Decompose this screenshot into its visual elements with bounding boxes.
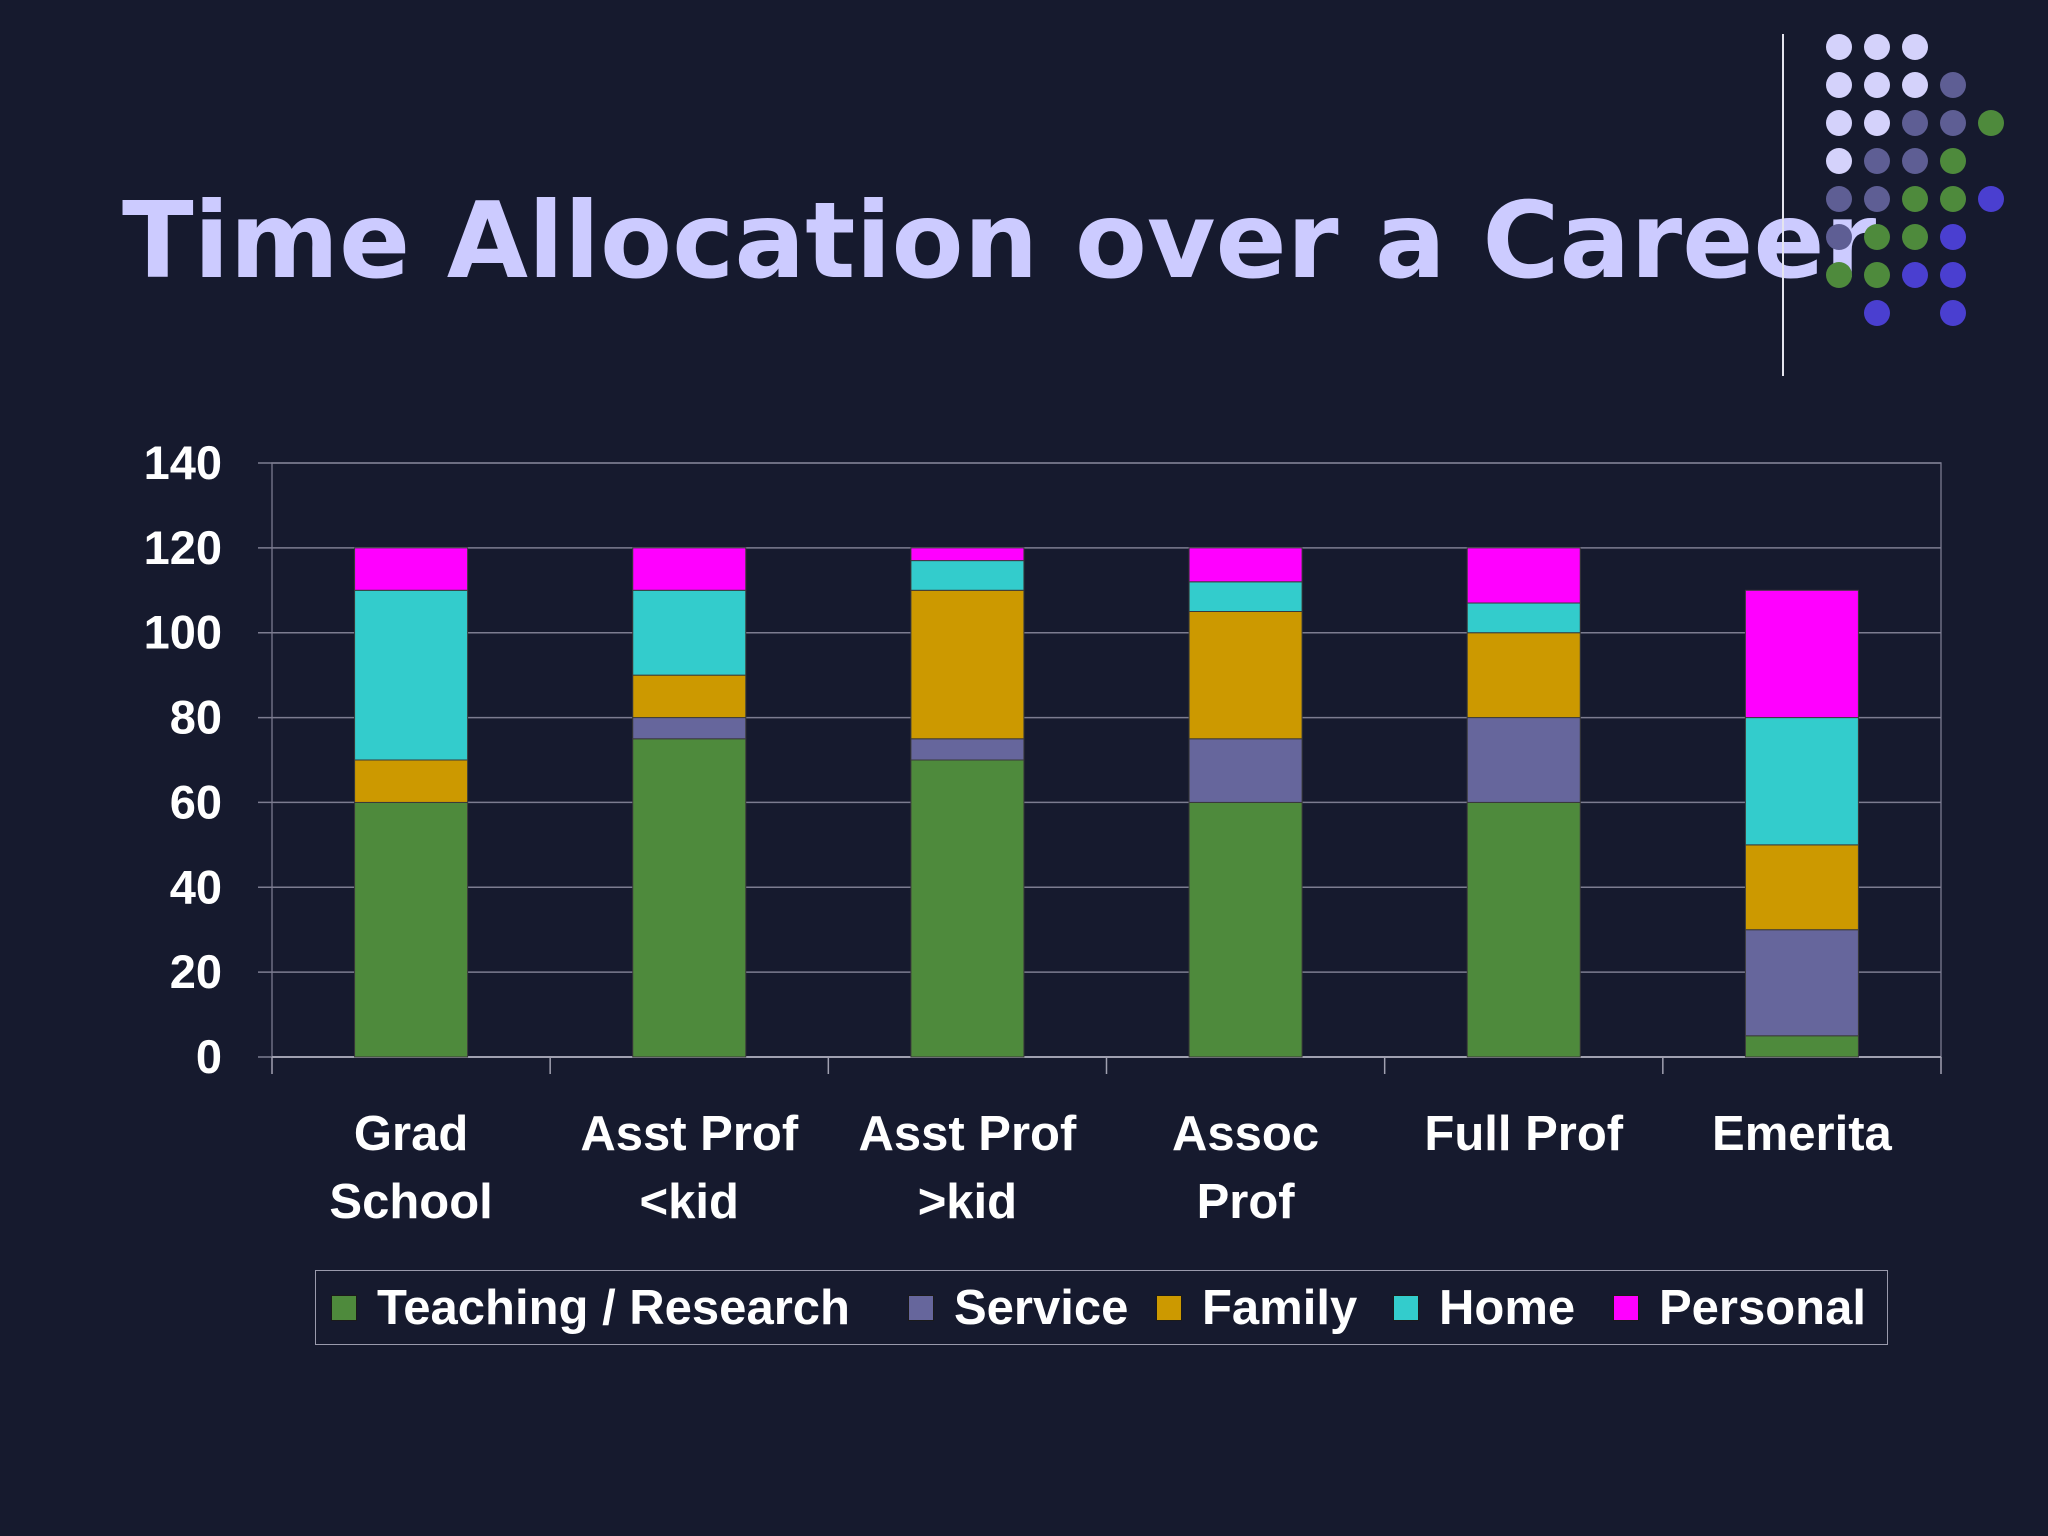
bar-segment: [1466, 801, 1581, 1058]
y-tick-label: 80: [170, 691, 222, 744]
bar-segment: [1188, 547, 1303, 583]
y-tick-label: 60: [170, 775, 222, 828]
decorative-dot: [1826, 262, 1852, 288]
decorative-dot: [1864, 186, 1890, 212]
y-tick-label: 20: [170, 945, 222, 998]
legend-swatch: [908, 1294, 934, 1321]
decorative-dot: [1864, 300, 1890, 326]
bar-segment: [1466, 632, 1581, 719]
x-category-label: Full Prof: [1424, 1107, 1624, 1161]
y-tick-label: 40: [170, 860, 222, 913]
decorative-dot: [1902, 110, 1928, 136]
decorative-dot-grid: [1826, 34, 2004, 326]
bar-segment: [354, 547, 469, 591]
y-tick-label: 100: [144, 606, 222, 659]
decorative-dot: [1902, 186, 1928, 212]
slide-title: Time Allocation over a Career: [122, 180, 1877, 302]
bar-segment: [1744, 929, 1859, 1037]
decorative-dot: [1902, 148, 1928, 174]
legend-swatch: [331, 1294, 357, 1321]
bar-segment: [910, 759, 1025, 1058]
bar-segment: [1188, 581, 1303, 612]
chart-legend: Teaching / Research Service Family Home Pers…: [315, 1270, 1888, 1345]
bar-segment: [1744, 717, 1859, 846]
bar-segment: [632, 547, 747, 591]
decorative-dot: [1902, 262, 1928, 288]
bar-segment: [632, 717, 747, 740]
decorative-dot: [1978, 186, 2004, 212]
bar-segment: [910, 738, 1025, 761]
decorative-dot: [1940, 148, 1966, 174]
decorative-dot: [1940, 300, 1966, 326]
decorative-dot: [1940, 224, 1966, 250]
decorative-dot: [1864, 224, 1890, 250]
decorative-dot: [1940, 110, 1966, 136]
bar-segment: [1744, 844, 1859, 931]
decorative-dot: [1864, 72, 1890, 98]
decorative-dot: [1826, 34, 1852, 60]
x-category-label: Assoc Prof: [1172, 1107, 1320, 1229]
bar-segment: [1744, 1035, 1859, 1058]
decorative-dot: [1940, 262, 1966, 288]
x-category-label: Asst Prof >kid: [858, 1107, 1077, 1229]
bar-segment: [1188, 801, 1303, 1058]
bar-segment: [910, 560, 1025, 591]
legend-item: Home: [1393, 1271, 1575, 1344]
bar-segment: [1466, 602, 1581, 634]
bar-segment: [632, 738, 747, 1058]
legend-item: Personal: [1613, 1271, 1866, 1344]
bar-segment: [632, 589, 747, 676]
legend-swatch: [1613, 1294, 1639, 1321]
bar-segment: [1188, 611, 1303, 740]
decorative-dot: [1864, 34, 1890, 60]
x-category-label: Emerita: [1712, 1107, 1892, 1161]
x-category-label: Grad School: [329, 1107, 493, 1229]
legend-item: Family: [1156, 1271, 1357, 1344]
legend-label: Personal: [1659, 1280, 1866, 1335]
decorative-dot: [1902, 34, 1928, 60]
legend-label: Teaching / Research: [377, 1280, 850, 1335]
legend-label: Service: [954, 1280, 1129, 1335]
decorative-dot: [1826, 110, 1852, 136]
bar-segment: [1188, 738, 1303, 803]
legend-item: Service: [908, 1271, 1128, 1344]
decorative-dot: [1864, 148, 1890, 174]
decorative-dot: [1826, 186, 1852, 212]
bar-segment: [910, 589, 1025, 740]
bar-segment: [1466, 547, 1581, 604]
decorative-dot: [1864, 262, 1890, 288]
decorative-dot: [1826, 72, 1852, 98]
decorative-dot: [1940, 186, 1966, 212]
decorative-dot: [1826, 224, 1852, 250]
decorative-dot: [1826, 148, 1852, 174]
x-category-label: Asst Prof <kid: [580, 1107, 799, 1229]
legend-label: Family: [1202, 1280, 1358, 1335]
decorative-dot: [1940, 72, 1966, 98]
bar-segment: [1466, 717, 1581, 803]
legend-item: Teaching / Research: [331, 1271, 850, 1344]
bar-segment: [354, 759, 469, 803]
legend-swatch: [1156, 1294, 1182, 1321]
decorative-dot: [1902, 72, 1928, 98]
legend-swatch: [1393, 1294, 1419, 1321]
bar-segment: [632, 674, 747, 719]
y-tick-label: 120: [144, 521, 222, 574]
decorative-dot: [1902, 224, 1928, 250]
bar-segment: [910, 547, 1025, 562]
title-divider: [1782, 34, 1784, 376]
y-tick-label: 0: [196, 1030, 222, 1083]
plot-area: [271, 462, 1942, 1058]
decorative-dot: [1978, 110, 2004, 136]
bar-segment: [354, 589, 469, 761]
bar-segment: [354, 801, 469, 1058]
bar-segment: [1744, 589, 1859, 719]
y-tick-label: 140: [144, 436, 222, 489]
legend-label: Home: [1439, 1280, 1576, 1335]
decorative-dot: [1864, 110, 1890, 136]
